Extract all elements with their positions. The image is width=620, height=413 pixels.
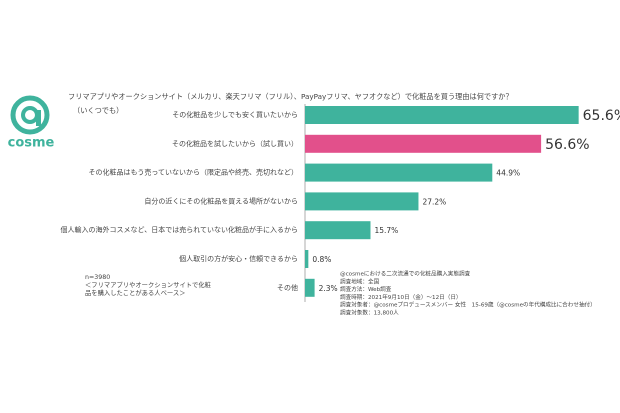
note: 品を購入したことがある人ベース＞	[85, 288, 185, 297]
category-label: 個人取引の方が安心・信頼できるから	[179, 254, 298, 263]
logo-text: cosme	[8, 136, 55, 151]
source: @cosmeにおける二次流通での化粧品購入実態調査	[340, 270, 471, 278]
note: n=3980	[85, 274, 110, 281]
source: 調査対象者：@cosmeプロデュースメンバー 女性 15-69歳（@cosmeの…	[340, 301, 596, 309]
note: ＜フリマアプリやオークションサイトで化粧	[85, 280, 212, 289]
bar	[305, 192, 419, 211]
bar	[305, 250, 309, 268]
chart-subtitle: （いくつでも）	[73, 106, 123, 115]
logo-ring	[10, 95, 50, 135]
logo-stem	[36, 110, 41, 126]
bar	[305, 106, 579, 124]
value-label: 0.8%	[312, 255, 331, 264]
bar	[305, 221, 371, 240]
logo-core	[21, 106, 39, 124]
value-label: 27.2%	[422, 197, 446, 206]
category-label: 自分の近くにその化粧品を買える場所がないから	[144, 196, 298, 205]
source: 調査方法：Web調査	[340, 285, 392, 293]
source: 調査対象数：13,800人	[340, 309, 399, 317]
category-label: その他	[277, 283, 298, 292]
bar	[305, 163, 493, 182]
value-label: 65.6%	[583, 108, 620, 124]
logo: cosme	[8, 95, 55, 151]
value-label: 15.7%	[374, 226, 398, 235]
category-label: その化粧品を少しでも安く買いたいから	[172, 110, 298, 119]
value-label: 2.3%	[319, 284, 338, 293]
value-label: 44.9%	[496, 169, 520, 178]
category-label: その化粧品はもう売っていないから（限定品や終売、売切れなど）	[89, 168, 298, 177]
value-label: 56.6%	[545, 137, 589, 153]
category-label: 個人輸入の海外コスメなど、日本では売られていない化粧品が手に入るから	[61, 225, 298, 234]
chart-title: フリマアプリやオークションサイト（メルカリ、楽天フリマ（フリル）、PayPayフ…	[68, 92, 513, 101]
bar	[305, 278, 315, 297]
source: 調査時期：2021年9月10日（金）～12日（日）	[340, 293, 462, 301]
source: 調査地域：全国	[340, 277, 380, 285]
category-label: その化粧品を試したいから（試し買い）	[172, 139, 298, 148]
bar	[305, 134, 542, 153]
